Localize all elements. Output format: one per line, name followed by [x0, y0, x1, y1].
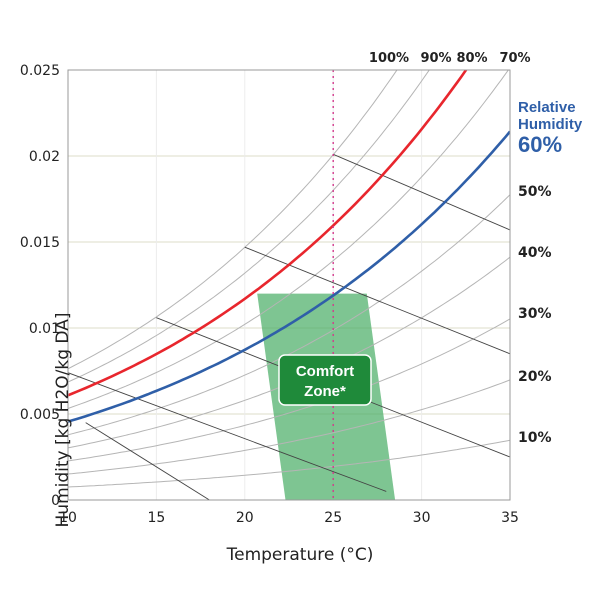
highlight-curve-60	[68, 130, 510, 423]
legend-line1: Relative	[518, 99, 576, 116]
comfort-zone-label-line2: Zone*	[304, 383, 346, 400]
highlight-curve-80	[68, 70, 468, 397]
plot-frame	[67, 69, 511, 501]
rh-curve-50	[68, 194, 510, 436]
y-tick-label: 0.025	[20, 63, 60, 79]
y-tick-label: 0.01	[29, 321, 60, 337]
rh-labels: 50% 40% 30% 20% 10% 100% 90% 80% 70%	[369, 51, 552, 446]
y-tick-label: 0.02	[29, 149, 60, 165]
y-tick-label: 0.005	[20, 407, 60, 423]
x-tick-label: 30	[413, 510, 431, 526]
rh-label-right: 20%	[518, 369, 552, 385]
wet-bulb-line	[85, 422, 210, 500]
highlighted-curves	[68, 70, 510, 423]
rh-label-right: 50%	[518, 184, 552, 200]
rh-curve-90	[68, 70, 430, 383]
rh-curve-70	[68, 70, 509, 409]
rh-curve-30	[68, 318, 510, 462]
x-tick-label: 35	[501, 510, 519, 526]
legend-value: 60%	[518, 132, 562, 157]
rh-curve-10	[68, 439, 510, 488]
legend-line2: Humidity	[518, 116, 583, 133]
rh-label-right: 40%	[518, 245, 552, 261]
rh-label-top: 70%	[499, 51, 530, 66]
y-axis-label: Humidity [kg H2O/kg DA]	[53, 313, 73, 528]
tick-labels: 10 15 20 25 30 35 0 0.005 0.01 0.015 0.02 0.025	[20, 63, 519, 526]
y-tick-label: 0.015	[20, 235, 60, 251]
rh-label-top: 80%	[456, 51, 487, 66]
rh-label-top: 100%	[369, 51, 409, 66]
x-tick-label: 25	[324, 510, 342, 526]
rh-curve-20	[68, 379, 510, 475]
wet-bulb-line	[333, 153, 510, 231]
x-axis-label: Temperature (°C)	[226, 545, 374, 565]
wet-bulb-line	[68, 372, 387, 492]
y-tick-label: 0	[51, 493, 60, 509]
rh-curve-100	[68, 70, 398, 370]
comfort-zone-label-group: Comfort Zone*	[278, 354, 372, 406]
rh-label-right: 10%	[518, 430, 552, 446]
rh-label-right: 30%	[518, 306, 552, 322]
comfort-zone-label-line1: Comfort	[296, 363, 354, 380]
x-tick-label: 10	[59, 510, 77, 526]
x-tick-label: 15	[147, 510, 165, 526]
legend: Relative Humidity 60%	[518, 99, 583, 157]
x-tick-label: 20	[236, 510, 254, 526]
comfort-zone-label-box	[278, 354, 372, 406]
rh-label-top: 90%	[420, 51, 451, 66]
